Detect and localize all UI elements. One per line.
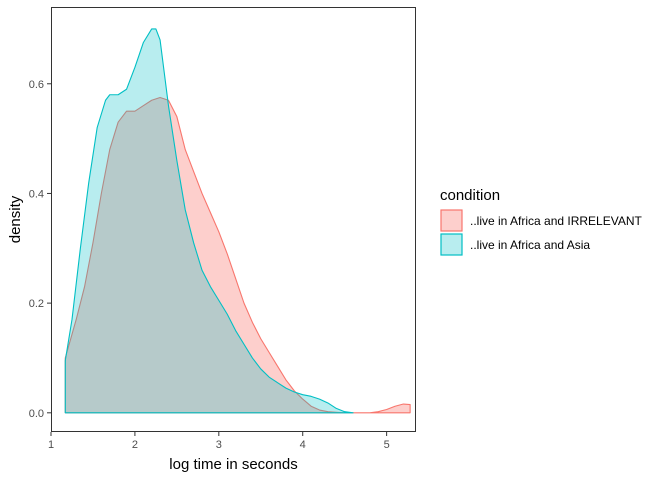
y-tick-label: 0.4 (29, 188, 44, 200)
density-area-series-1 (64, 96, 411, 414)
x-tick-label: 4 (300, 439, 306, 451)
legend-key-series-2 (440, 233, 463, 256)
plot-panel-border (51, 7, 416, 432)
legend-title: condition (440, 187, 500, 204)
density-area-series-2 (64, 28, 354, 414)
x-tick-label: 3 (216, 439, 222, 451)
axis-layer: 1 2 3 4 5 0.0 0.2 0.4 0.6 (29, 79, 390, 451)
legend-label-series-1: ..live in Africa and IRRELEVANT (470, 214, 643, 228)
legend: condition ..live in Africa and IRRELEVAN… (440, 187, 643, 256)
y-tick-label: 0.6 (29, 79, 44, 91)
x-tick-label: 1 (48, 439, 54, 451)
y-axis-title: density (7, 195, 24, 243)
x-tick-label: 2 (132, 439, 138, 451)
legend-label-series-2: ..live in Africa and Asia (470, 238, 590, 252)
legend-key-series-1 (440, 209, 463, 232)
x-axis-title: log time in seconds (169, 456, 297, 473)
x-tick-label: 5 (384, 439, 390, 451)
y-tick-label: 0.2 (29, 298, 44, 310)
y-tick-label: 0.0 (29, 408, 44, 420)
series-layer (64, 28, 411, 414)
